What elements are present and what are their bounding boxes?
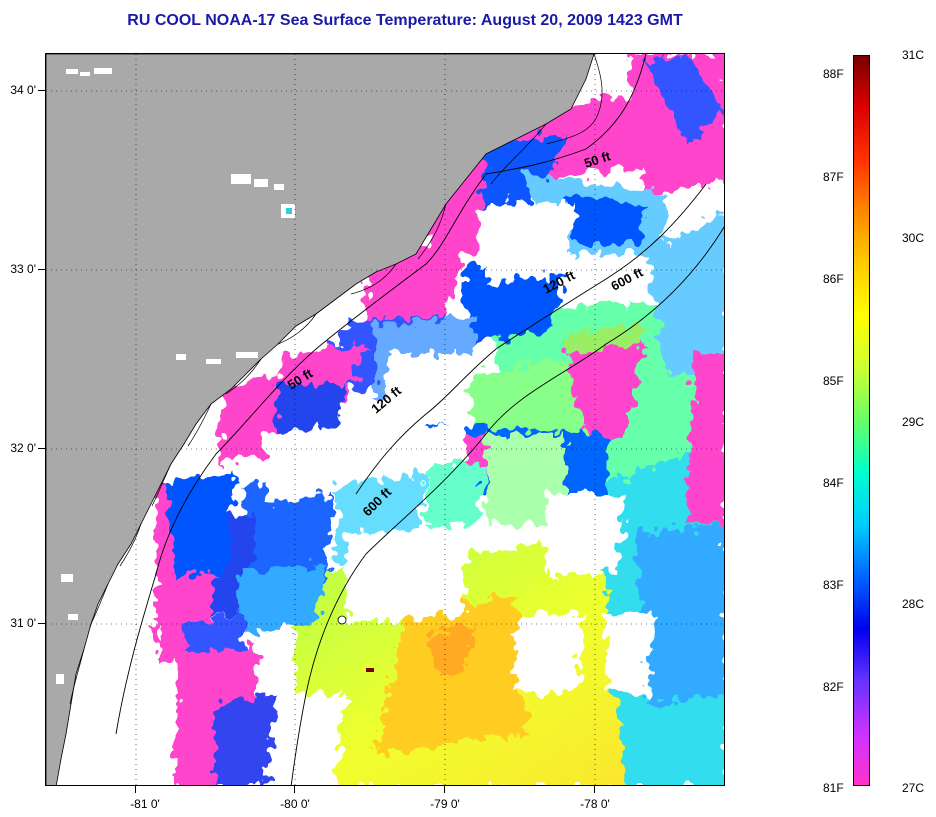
colorbar-f-label: 84F — [823, 476, 844, 490]
latitude-label: 31 0' — [10, 616, 36, 630]
land-clouds — [56, 68, 295, 684]
latitude-label: 34 0' — [10, 83, 36, 97]
longitude-label: -81 0' — [130, 797, 160, 811]
colorbar-c-label: 28C — [902, 597, 925, 611]
depth-contours — [115, 54, 724, 785]
colorbar-c-label: 27C — [902, 781, 925, 795]
lat-lon-grid — [46, 54, 724, 785]
map-title: RU COOL NOAA-17 Sea Surface Temperature:… — [127, 12, 683, 29]
lat-tick — [38, 448, 45, 449]
longitude-label: -80 0' — [280, 797, 310, 811]
colorbar-c-label: 30C — [902, 231, 925, 245]
sst-field — [46, 54, 724, 785]
colorbar-f-label: 83F — [823, 578, 844, 592]
lon-tick — [294, 786, 295, 793]
colorbar-f-label: 82F — [823, 680, 844, 694]
lat-tick — [38, 269, 45, 270]
coastline-detail — [69, 54, 603, 705]
hot-spot-marker — [366, 668, 374, 672]
lon-tick — [594, 786, 595, 793]
lon-tick — [135, 786, 136, 793]
sst-map: 50 ft 120 ft 600 ft 50 ft 120 ft 600 ft — [45, 53, 725, 786]
sst-map-canvas: 50 ft 120 ft 600 ft 50 ft 120 ft 600 ft — [46, 54, 724, 785]
colorbar-f-label: 88F — [823, 67, 844, 81]
colorbar-f-label: 81F — [823, 781, 844, 795]
colorbar-f-label: 87F — [823, 170, 844, 184]
temperature-colorbar — [853, 55, 870, 786]
lat-tick — [38, 90, 45, 91]
colorbar-c-label: 31C — [902, 48, 925, 62]
lat-tick — [38, 623, 45, 624]
lon-tick — [444, 786, 445, 793]
land-mass — [46, 54, 595, 785]
longitude-label: -78 0' — [580, 797, 610, 811]
latitude-label: 32 0' — [10, 441, 36, 455]
colorbar-c-label: 29C — [902, 415, 925, 429]
longitude-label: -79 0' — [430, 797, 460, 811]
latitude-label: 33 0' — [10, 262, 36, 276]
station-marker — [337, 615, 347, 625]
colorbar-f-label: 86F — [823, 272, 844, 286]
colorbar-f-label: 85F — [823, 374, 844, 388]
